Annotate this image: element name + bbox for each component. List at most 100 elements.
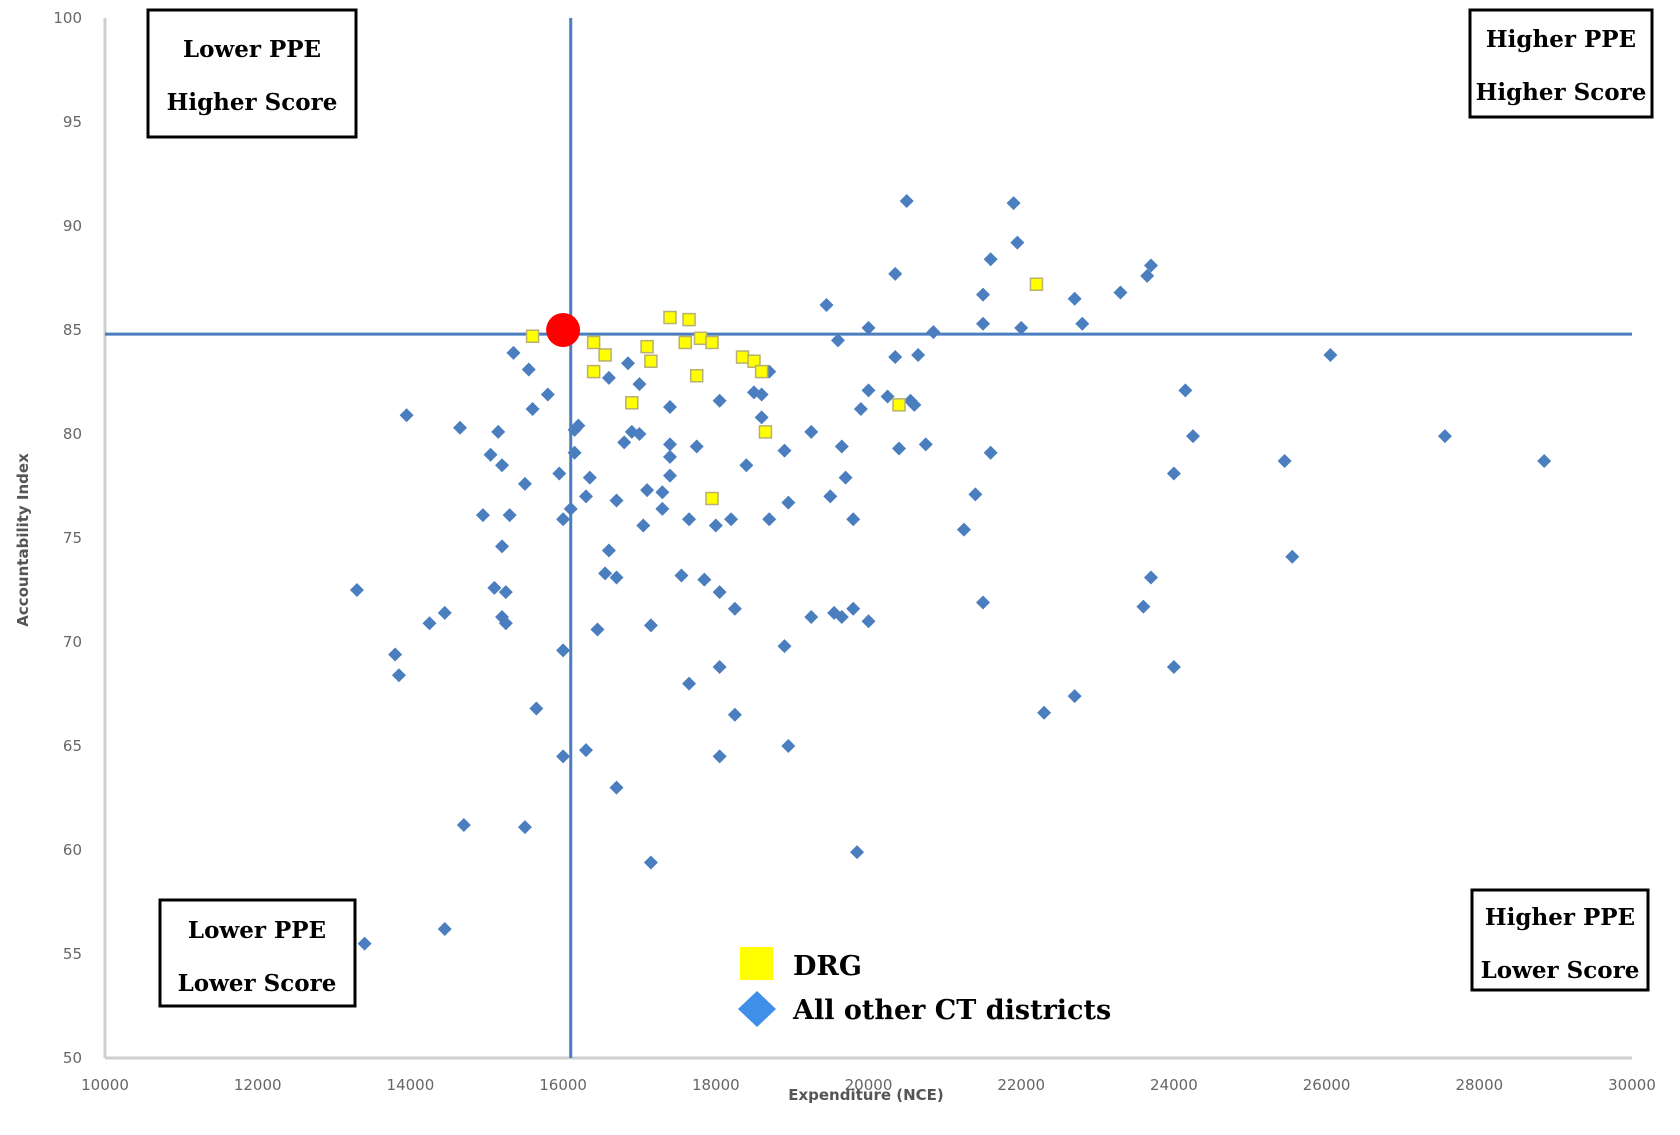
data-point-other-district [1067, 689, 1082, 704]
data-point-other-district [556, 749, 571, 764]
data-point-drg [586, 335, 601, 350]
data-point-drg [705, 491, 719, 506]
data-point-other-district [777, 639, 792, 654]
data-point-other-district [662, 437, 677, 452]
data-point-other-district [880, 389, 895, 404]
data-point-other-district [582, 470, 597, 485]
legend-swatch-drg [740, 947, 773, 980]
quadrant-top-left-line2: Higher Score [167, 89, 338, 116]
data-point-other-district [483, 447, 498, 462]
data-point-other-district [662, 449, 677, 464]
data-point-drg [754, 364, 769, 379]
series-drg [525, 277, 1044, 506]
legend: DRG All other CT districts [738, 947, 1111, 1027]
data-point-other-district [502, 508, 517, 523]
data-point-other-district [1067, 291, 1082, 306]
x-tick-label: 30000 [1608, 1076, 1656, 1094]
quadrant-label-bottom-left: Lower PPE Lower Score [158, 898, 357, 1008]
data-point-other-district [617, 435, 632, 450]
data-point-other-district [601, 543, 616, 558]
data-point-other-district [1285, 549, 1300, 564]
data-point-other-district [846, 512, 861, 527]
x-tick-label: 24000 [1150, 1076, 1198, 1094]
data-point-other-district [1185, 429, 1200, 444]
data-point-drg [693, 331, 708, 346]
data-point-other-district [521, 362, 536, 377]
data-point-other-district [724, 512, 739, 527]
legend-label-all-other: All other CT districts [792, 995, 1111, 1026]
data-point-other-district [838, 470, 853, 485]
y-tick-label: 90 [63, 217, 82, 235]
data-point-other-district [567, 445, 582, 460]
data-point-other-district [712, 585, 727, 600]
data-point-other-district [674, 568, 689, 583]
data-point-other-district [762, 512, 777, 527]
quadrant-bottom-right-line2: Lower Score [1481, 957, 1640, 984]
data-point-other-district [739, 458, 754, 473]
data-point-other-district [388, 647, 403, 662]
x-tick-label: 12000 [234, 1076, 282, 1094]
data-point-other-district [552, 466, 567, 481]
data-point-other-district [640, 483, 655, 498]
data-point-other-district [754, 387, 769, 402]
quadrant-bottom-right-line1: Higher PPE [1485, 904, 1635, 931]
data-point-drg [625, 396, 639, 410]
data-point-other-district [682, 676, 697, 691]
data-point-other-district [1075, 316, 1090, 331]
data-point-other-district [609, 570, 624, 585]
axes [103, 18, 1632, 1060]
data-point-other-district [708, 518, 723, 533]
data-point-other-district [563, 501, 578, 516]
data-point-drg [1029, 277, 1044, 291]
y-tick-label: 95 [63, 113, 82, 131]
data-point-drg [663, 310, 677, 325]
x-tick-label: 28000 [1455, 1076, 1503, 1094]
data-point-other-district [976, 595, 991, 610]
data-point-other-district [926, 325, 941, 340]
data-point-other-district [579, 743, 594, 758]
data-point-other-district [517, 820, 532, 835]
data-point-other-district [819, 298, 834, 313]
x-tick-labels: 10000 12000 14000 16000 18000 20000 22000 24000… [81, 1076, 1656, 1094]
data-point-other-district [349, 583, 364, 597]
y-tick-labels: 50 55 60 65 70 75 80 85 90 95 100 [53, 9, 82, 1067]
data-point-other-district [491, 424, 506, 439]
data-point-other-district [907, 397, 922, 412]
data-point-other-district [643, 855, 658, 870]
data-point-other-district [662, 399, 677, 414]
data-point-other-district [391, 668, 406, 683]
y-tick-label: 70 [63, 633, 82, 651]
data-point-other-district [498, 585, 513, 600]
data-point-other-district [682, 512, 697, 527]
data-point-other-district [632, 427, 647, 441]
data-point-other-district [601, 370, 616, 385]
y-tick-label: 55 [63, 945, 82, 963]
data-point-other-district [506, 345, 521, 360]
data-point-other-district [956, 522, 971, 537]
data-point-other-district [662, 468, 677, 483]
data-point-other-district [453, 420, 468, 435]
data-point-drg [892, 398, 906, 412]
data-point-other-district [1166, 466, 1181, 481]
data-point-drg [678, 335, 693, 350]
data-point-other-district [1437, 429, 1452, 444]
data-point-other-district [1037, 705, 1052, 720]
data-point-other-district [1113, 285, 1128, 300]
data-point-drg [689, 369, 704, 383]
highlight-point [546, 313, 581, 347]
data-point-other-district [846, 601, 861, 616]
data-point-drg [735, 350, 750, 364]
quadrant-label-bottom-right: Higher PPE Lower Score [1470, 888, 1650, 992]
x-tick-label: 18000 [692, 1076, 740, 1094]
data-point-other-district [598, 566, 613, 581]
data-point-other-district [834, 610, 849, 625]
data-point-other-district [1166, 659, 1181, 674]
data-point-other-district [892, 441, 907, 456]
y-tick-label: 100 [53, 9, 82, 27]
series-all-other-ct-districts [349, 194, 1552, 951]
data-point-other-district [632, 377, 647, 392]
quadrant-label-top-left: Lower PPE Higher Score [146, 8, 358, 139]
data-point-drg [682, 312, 696, 327]
data-point-other-district [983, 252, 998, 267]
